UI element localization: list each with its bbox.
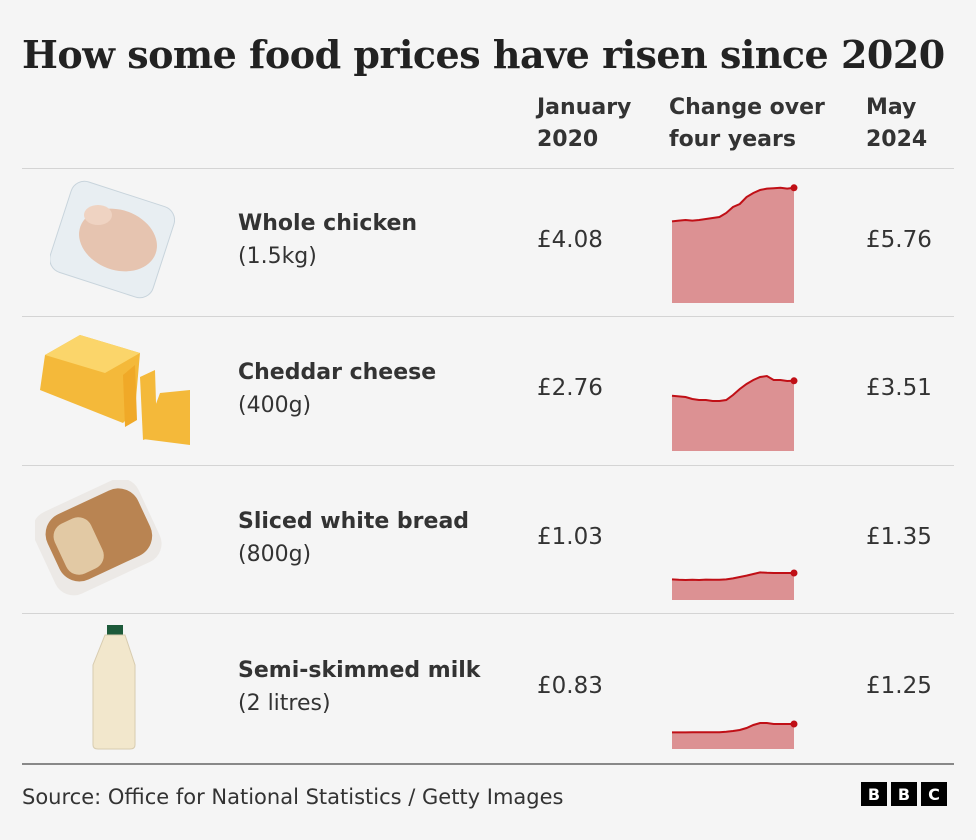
sparkline-cheese [671,374,798,451]
price-jan-2020: £4.08 [537,227,603,253]
sparkline-chicken [671,184,798,303]
sparkline-line [671,571,794,582]
sparkline-end-point [790,569,798,577]
price-may-2024: £1.35 [866,524,932,550]
item-label: Semi-skimmed milk (2 litres) [238,658,481,716]
footer-divider [22,763,954,765]
sparkline-end-point [790,377,798,385]
sparkline-milk [672,720,798,749]
chart-title: How some food prices have risen since 20… [22,32,945,77]
price-may-2024: £5.76 [866,227,932,253]
price-jan-2020: £1.03 [537,524,603,550]
price-may-2024: £1.25 [866,673,932,699]
sparkline-end-point [790,184,798,192]
price-may-2024: £3.51 [866,375,932,401]
cheese-image [35,335,195,450]
sparkline-end-point [790,720,798,728]
column-header-change: Change over four years [669,95,825,152]
sparkline-bread [671,569,798,600]
sparkline-line [672,722,794,734]
divider [22,465,954,466]
item-label: Sliced white bread (800g) [238,509,470,567]
sparkline-area [672,376,794,451]
divider [22,316,954,317]
milk-image [90,625,140,750]
sparkline-line [671,374,795,402]
sparkline-area [672,187,794,303]
sparkline-area [672,723,794,749]
item-label: Cheddar cheese (400g) [238,360,437,418]
price-jan-2020: £0.83 [537,673,603,699]
source-note: Source: Office for National Statistics /… [22,785,564,809]
divider [22,613,954,614]
bread-image [32,478,195,598]
chicken-image [49,180,176,300]
column-header-jan: January 2020 [537,95,632,152]
price-jan-2020: £2.76 [537,375,603,401]
sparkline-line [671,186,795,223]
divider [22,168,954,169]
column-header-may: May 2024 [866,95,928,152]
sparkline-area [672,572,794,600]
item-label: Whole chicken (1.5kg) [238,211,418,269]
